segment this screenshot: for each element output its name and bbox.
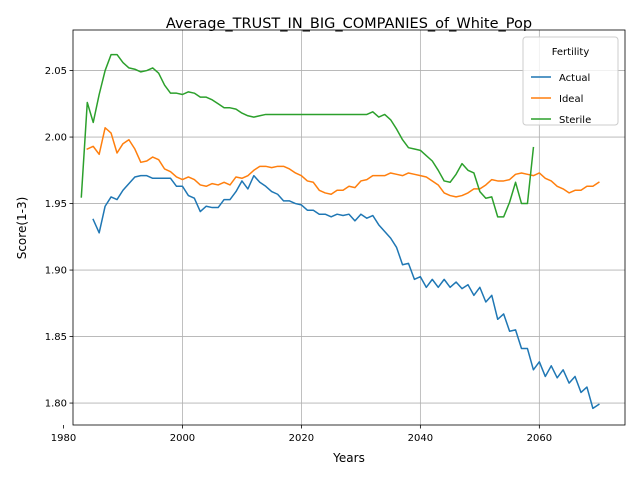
series-line-sterile: [80, 53, 535, 218]
y-tick-label: 1.85: [45, 332, 67, 343]
y-tick-label: 1.80: [45, 399, 67, 410]
legend: Fertility Actual Ideal Sterile: [522, 36, 619, 126]
series-lines: [80, 53, 600, 410]
x-axis-label: Years: [332, 451, 365, 465]
x-tick-label: 2020: [289, 433, 314, 444]
y-axis-label: Score(1-3): [15, 197, 29, 260]
legend-label-sterile: Sterile: [559, 115, 591, 126]
x-tick-label: 1980: [51, 433, 76, 444]
chart-title: Average_TRUST_IN_BIG_COMPANIES_of_White_…: [166, 16, 532, 32]
y-tick-label: 1.95: [45, 199, 67, 210]
legend-title: Fertility: [552, 47, 590, 58]
series-line-actual: [92, 174, 600, 410]
plot-frame: [72, 29, 626, 426]
x-tick-label: 2040: [408, 433, 433, 444]
y-tick-label: 2.05: [45, 66, 67, 77]
series-line-ideal: [86, 127, 600, 198]
legend-label-actual: Actual: [559, 73, 590, 84]
legend-box: [522, 36, 619, 126]
x-tick-label: 2000: [170, 433, 195, 444]
x-tick-label: 2060: [527, 433, 552, 444]
legend-label-ideal: Ideal: [559, 94, 583, 105]
y-tick-label: 1.90: [45, 266, 67, 277]
y-tick-label: 2.00: [45, 133, 67, 144]
axis-ticks: 1980 2000 2020 2040 2060 1.80 1.85 1.90 1.95 2.00…: [45, 66, 552, 444]
